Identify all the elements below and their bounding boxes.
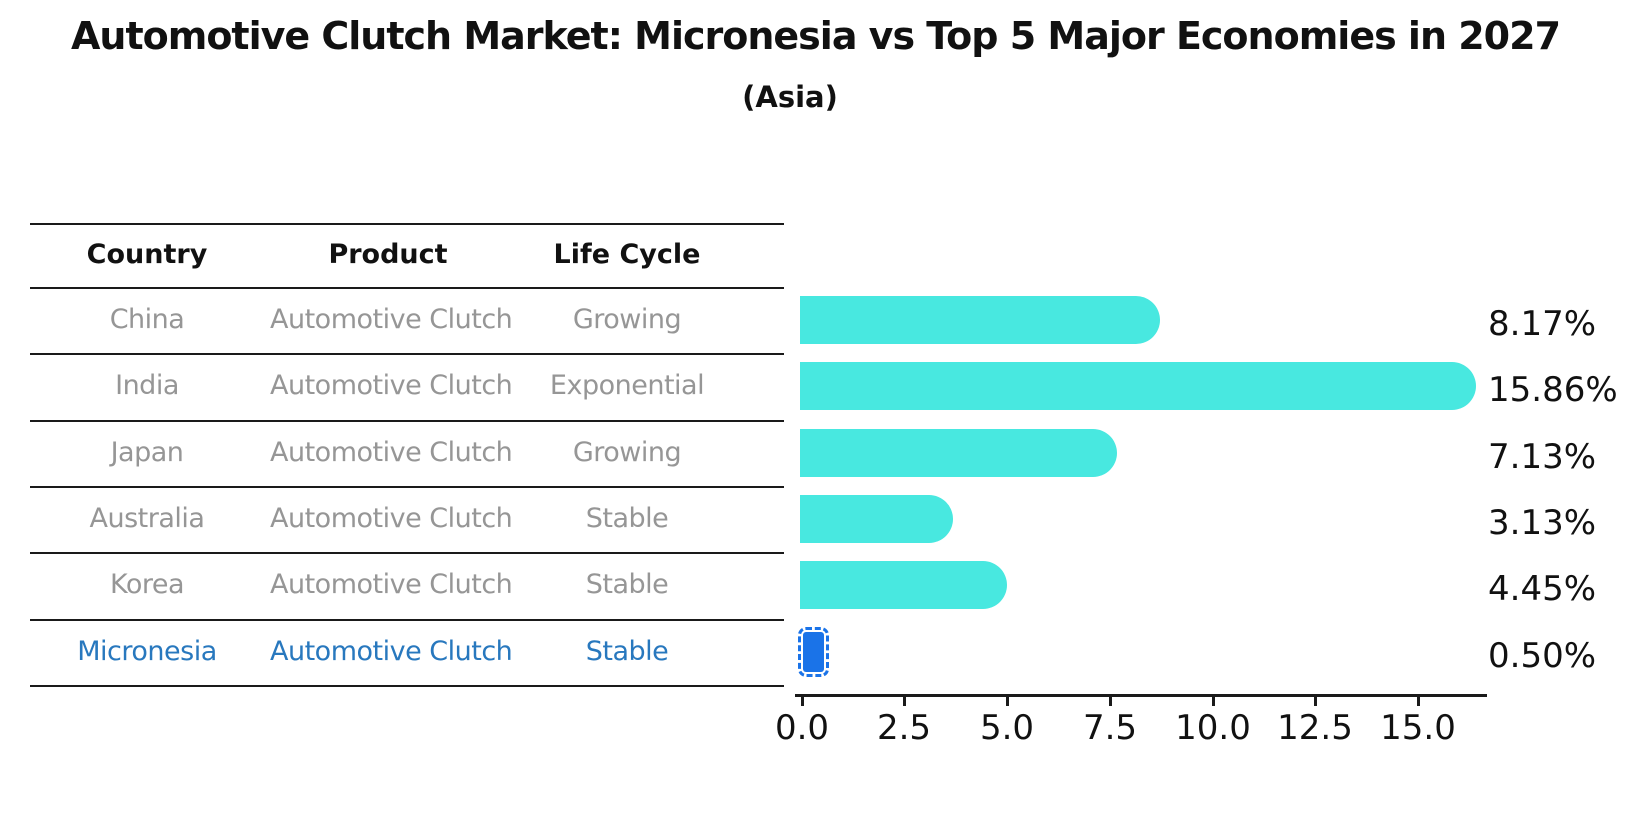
x-tick-label: 5.0 [979, 708, 1035, 748]
x-tick-mark [801, 697, 804, 706]
bar-value-label: 8.17% [1488, 304, 1597, 344]
bar-value-label: 7.13% [1488, 437, 1597, 477]
bar [800, 561, 1007, 609]
bar-value-label: 4.45% [1488, 569, 1597, 609]
table-header-product: Product [328, 239, 448, 270]
bar [800, 429, 1117, 477]
table-cell-country: Australia [89, 503, 205, 534]
table-cell-life-cycle: Stable [585, 503, 669, 534]
x-tick-mark [1006, 697, 1009, 706]
x-tick-label: 7.5 [1082, 708, 1138, 748]
table-cell-product: Automotive Clutch [270, 370, 513, 401]
bar-value-label: 0.50% [1488, 636, 1597, 676]
table-rule [30, 353, 784, 355]
bar [800, 495, 953, 543]
table-cell-country: China [109, 304, 185, 335]
table-cell-country: India [115, 370, 179, 401]
table-rule [30, 223, 784, 225]
table-rule [30, 552, 784, 554]
table-rule [30, 420, 784, 422]
chart-title: Automotive Clutch Market: Micronesia vs … [70, 14, 1561, 58]
table-cell-country: Micronesia [77, 636, 217, 667]
table-cell-product: Automotive Clutch [270, 503, 513, 534]
table-cell-product: Automotive Clutch [270, 304, 513, 335]
x-tick-mark [903, 697, 906, 706]
table-cell-product: Automotive Clutch [270, 636, 513, 667]
table-rule [30, 287, 784, 289]
x-tick-label: 12.5 [1277, 708, 1353, 748]
bar-highlight [798, 627, 829, 677]
table-cell-life-cycle: Growing [572, 304, 682, 335]
table-cell-product: Automotive Clutch [270, 569, 513, 600]
x-tick-mark [1212, 697, 1215, 706]
table-cell-life-cycle: Stable [585, 636, 669, 667]
table-cell-life-cycle: Exponential [549, 370, 705, 401]
table-rule [30, 685, 784, 687]
table-rule [30, 486, 784, 488]
table-header-life-cycle: Life Cycle [553, 239, 701, 270]
x-tick-mark [1417, 697, 1420, 706]
table-cell-product: Automotive Clutch [270, 437, 513, 468]
table-cell-life-cycle: Growing [572, 437, 682, 468]
table-rule [30, 619, 784, 621]
x-tick-mark [1314, 697, 1317, 706]
chart-subtitle: (Asia) [742, 80, 838, 114]
bar [800, 296, 1160, 344]
bar-value-label: 15.86% [1488, 370, 1618, 410]
x-tick-label: 10.0 [1175, 708, 1251, 748]
x-tick-label: 2.5 [876, 708, 932, 748]
x-tick-label: 0.0 [774, 708, 830, 748]
table-header-country: Country [86, 239, 208, 270]
x-axis-line [795, 694, 1487, 697]
x-tick-mark [1109, 697, 1112, 706]
bar [800, 362, 1476, 410]
bar-value-label: 3.13% [1488, 503, 1597, 543]
table-cell-life-cycle: Stable [585, 569, 669, 600]
table-cell-country: Korea [109, 569, 185, 600]
table-cell-country: Japan [110, 437, 184, 468]
x-tick-label: 15.0 [1380, 708, 1456, 748]
